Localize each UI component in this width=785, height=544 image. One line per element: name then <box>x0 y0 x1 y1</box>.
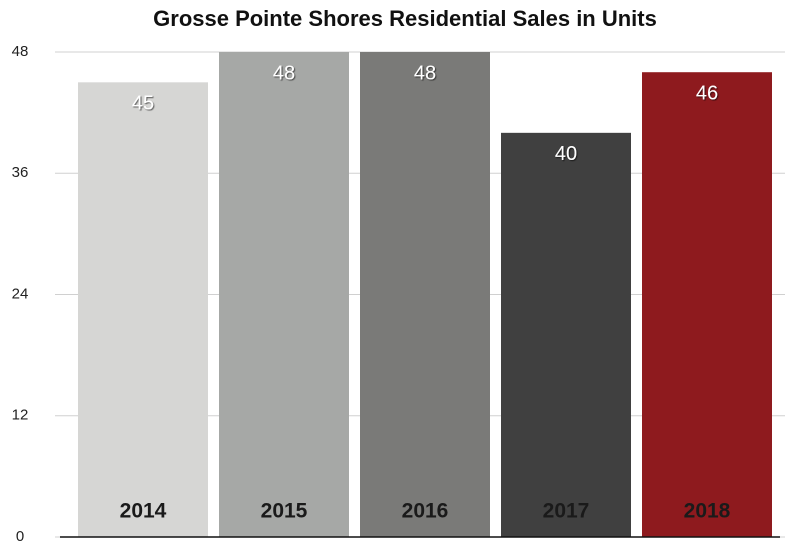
value-label: 48 <box>273 62 295 84</box>
y-tick-label: 12 <box>12 407 29 424</box>
value-label: 46 <box>696 82 718 104</box>
bar <box>219 52 349 537</box>
y-tick-label: 24 <box>12 285 29 302</box>
x-tick-label: 2014 <box>120 500 167 523</box>
y-tick-label: 48 <box>12 43 29 60</box>
y-tick-label: 36 <box>12 164 29 181</box>
y-tick-label: 0 <box>16 528 24 544</box>
x-tick-label: 2018 <box>684 500 731 523</box>
value-label: 40 <box>555 143 577 165</box>
bar <box>501 132 631 538</box>
bar <box>642 72 772 537</box>
bar <box>360 52 490 537</box>
value-label: 48 <box>414 62 436 84</box>
value-label: 45 <box>132 93 154 115</box>
x-tick-label: 2015 <box>261 500 308 523</box>
x-tick-label: 2016 <box>402 500 449 523</box>
chart-title: Grosse Pointe Shores Residential Sales i… <box>153 6 657 31</box>
bar <box>78 82 208 537</box>
x-tick-label: 2017 <box>543 500 590 523</box>
